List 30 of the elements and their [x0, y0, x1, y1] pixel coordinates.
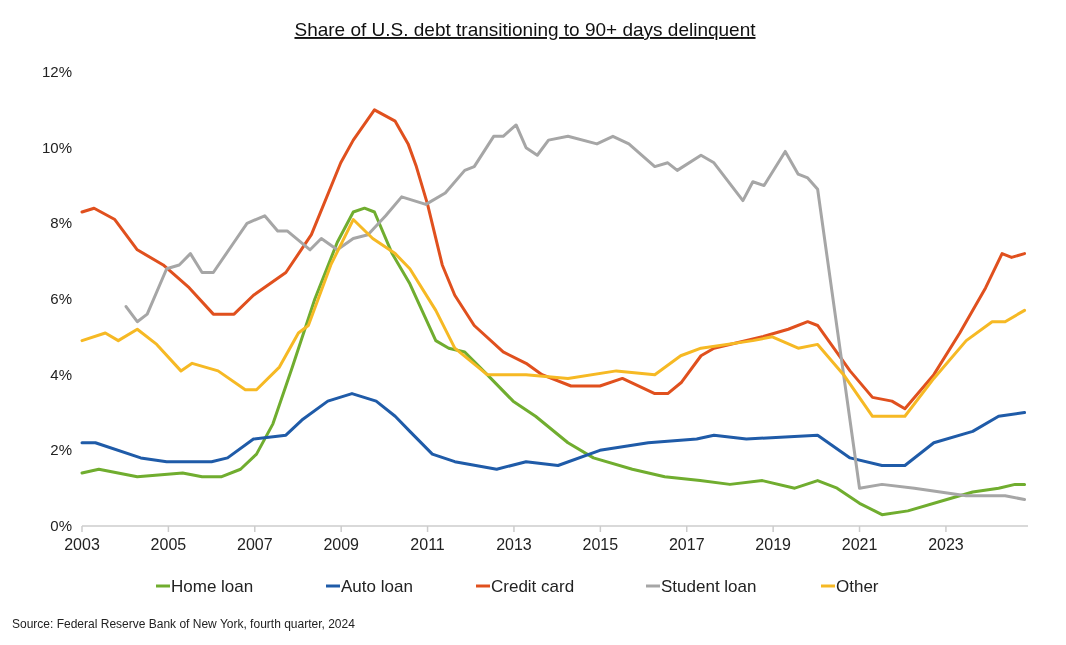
x-tick-label: 2017 [668, 536, 705, 553]
x-tick-label: 2003 [64, 536, 100, 553]
x-tick-label: 2019 [755, 536, 792, 553]
x-tick-label: 2013 [496, 536, 532, 553]
x-tick-label: 2021 [841, 536, 878, 553]
line-series [124, 123, 1027, 502]
legend-label: Credit card [491, 577, 575, 596]
x-tick-label: 2023 [928, 536, 964, 553]
x-tick-label: 2005 [150, 536, 187, 553]
line-series [80, 108, 1027, 411]
y-tick-label: 2% [50, 441, 72, 459]
legend-label: Other [836, 577, 879, 596]
x-tick-label: 2007 [236, 536, 273, 553]
y-tick-label: 8% [50, 214, 72, 232]
y-tick-label: 6% [50, 290, 72, 307]
line-series [80, 392, 1027, 471]
y-tick-label: 0% [50, 517, 72, 534]
legend-label: Auto loan [341, 577, 413, 596]
y-tick-label: 12% [41, 63, 72, 80]
y-tick-label: 4% [50, 365, 72, 383]
source-note: Source: Federal Reserve Bank of New York, fourth quarter, 2024 [12, 617, 356, 631]
legend-label: Home loan [171, 577, 254, 596]
y-tick-label: 10% [41, 138, 72, 156]
line-series [80, 218, 1027, 418]
x-tick-label: 2011 [410, 536, 445, 553]
x-tick-label: 2015 [582, 536, 619, 553]
legend-label: Student loan [661, 577, 757, 596]
x-tick-label: 2009 [323, 536, 360, 553]
chart-title: Share of U.S. debt transitioning to 90+ days delinquent [294, 19, 757, 40]
line-series [80, 206, 1027, 517]
